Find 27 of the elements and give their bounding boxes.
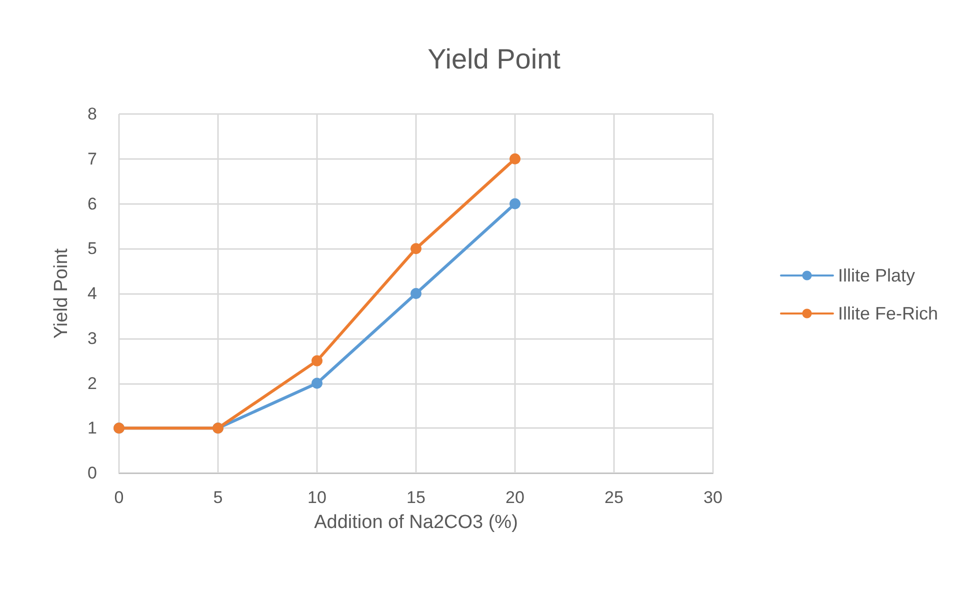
y-tick-label: 0 — [88, 464, 97, 482]
y-tick-label: 8 — [88, 104, 97, 124]
x-tick-label: 25 — [604, 488, 624, 507]
y-tick-label: 6 — [88, 194, 97, 214]
y-tick-label: 3 — [88, 328, 97, 348]
y-axis-title: Yield Point — [51, 248, 72, 339]
y-tick-label: 7 — [88, 149, 97, 168]
point — [410, 243, 422, 254]
chart-title: Yield Point — [428, 44, 561, 74]
y-tick-label: 5 — [88, 239, 97, 258]
x-tick-label: 30 — [704, 488, 722, 507]
y-tick-label: 2 — [88, 374, 97, 393]
y-tick-label: 4 — [88, 284, 97, 303]
point — [510, 198, 520, 210]
x-tick-label: 0 — [114, 488, 124, 507]
x-tick-label: 5 — [213, 488, 223, 507]
x-tick-label: 10 — [308, 488, 326, 507]
legend-label: Illite Platy — [838, 266, 916, 286]
legend-label: Illite Fe-Rich — [838, 304, 938, 324]
x-axis-title: Addition of Na2CO3 (%) — [314, 512, 518, 533]
x-tick-label: 15 — [406, 488, 426, 507]
x-tick-label: 20 — [506, 488, 524, 507]
point — [410, 288, 422, 299]
point — [312, 378, 322, 389]
y-tick-label: 1 — [88, 418, 97, 438]
point — [510, 153, 520, 164]
point — [312, 355, 322, 366]
